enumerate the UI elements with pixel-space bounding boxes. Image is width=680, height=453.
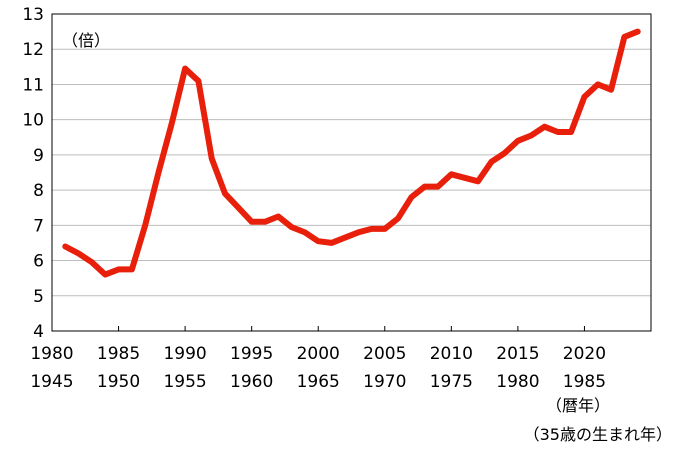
x-tick-label: 1980 — [30, 344, 73, 364]
y-tick-label: 10 — [22, 111, 44, 131]
x-tick-label: 1990 — [163, 344, 206, 364]
x-axis-label: （暦年） — [546, 396, 610, 415]
x-tick-label: 1985 — [97, 344, 140, 364]
x-tick-label-secondary: 1950 — [97, 372, 140, 392]
y-tick-label: 7 — [33, 216, 44, 236]
x-tick-label: 2020 — [563, 344, 606, 364]
x-tick-label-secondary: 1975 — [430, 372, 473, 392]
x-tick-label: 2005 — [363, 344, 406, 364]
y-tick-label: 9 — [33, 146, 44, 166]
x-axis-ticks — [51, 326, 585, 331]
y-tick-label: 13 — [22, 5, 44, 25]
y-tick-label: 5 — [33, 287, 44, 307]
y-axis-tick-labels: 4 5 6 7 8 9 10 11 12 13 — [22, 5, 44, 342]
y-tick-label: 4 — [33, 322, 44, 342]
x-axis-label-secondary: （35歳の生まれ年） — [524, 425, 672, 444]
x-axis-tick-labels: 1980 1945 1985 1950 1990 1955 1995 1960 2000 1965… — [30, 344, 606, 392]
y-tick-label: 12 — [22, 40, 44, 60]
x-tick-label: 1995 — [230, 344, 273, 364]
x-tick-label: 2015 — [496, 344, 539, 364]
x-tick-label-secondary: 1945 — [30, 372, 73, 392]
series-line — [62, 28, 641, 278]
x-tick-label-secondary: 1960 — [230, 372, 273, 392]
x-tick-label-secondary: 1970 — [363, 372, 406, 392]
y-unit-label: （倍） — [62, 31, 110, 50]
x-tick-label-secondary: 1980 — [496, 372, 539, 392]
x-tick-label: 2000 — [297, 344, 340, 364]
x-tick-label-secondary: 1985 — [563, 372, 606, 392]
x-tick-label: 2010 — [430, 344, 473, 364]
y-tick-label: 8 — [33, 181, 44, 201]
x-tick-label-secondary: 1965 — [297, 372, 340, 392]
y-tick-label: 11 — [22, 75, 44, 95]
x-tick-label-secondary: 1955 — [163, 372, 206, 392]
y-tick-label: 6 — [33, 252, 44, 272]
gridlines — [52, 48, 651, 297]
plot-frame — [51, 13, 652, 332]
series-group — [62, 28, 641, 278]
